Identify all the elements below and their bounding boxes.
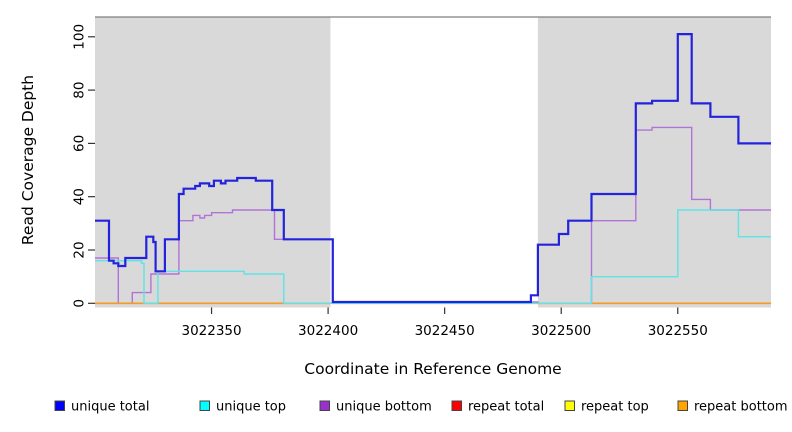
plot-shaded-region [537,17,771,308]
series-line-unique-top [95,209,771,304]
series-line-unique-bottom [95,126,771,304]
legend-swatch-repeat-bottom [677,400,688,411]
legend-label-unique-top: unique top [216,400,286,415]
x-axis-tick-label: 3022350 [181,323,241,339]
series-line-unique-total [95,33,771,304]
legend-swatch-unique-bottom [319,400,330,411]
y-axis-tick-label: 80 [72,82,88,99]
legend-label-unique-bottom: unique bottom [336,400,432,415]
y-axis-tick-label: 60 [72,135,88,152]
legend-swatch-repeat-top [564,400,575,411]
x-axis-tick-label: 3022450 [415,323,475,339]
x-axis-tick-label: 3022550 [648,323,708,339]
y-axis-title: Read Coverage Depth [19,75,37,245]
legend-label-unique-total: unique total [71,400,149,415]
x-axis-tick-label: 3022500 [531,323,591,339]
plot-shaded-region [95,17,331,308]
y-axis-tick-label: 100 [72,24,88,50]
x-axis-tick-label: 3022400 [298,323,358,339]
legend-swatch-unique-total [54,400,65,411]
legend-label-repeat-total: repeat total [468,400,544,415]
y-axis-tick-label: 20 [72,241,88,258]
legend-swatch-repeat-total [451,400,462,411]
legend-label-repeat-bottom: repeat bottom [694,400,788,415]
legend-swatch-unique-top [199,400,210,411]
y-axis-tick-label: 40 [72,188,88,205]
legend-label-repeat-top: repeat top [581,400,649,415]
y-axis-tick-label: 0 [72,299,88,308]
x-axis-title: Coordinate in Reference Genome [304,360,561,378]
